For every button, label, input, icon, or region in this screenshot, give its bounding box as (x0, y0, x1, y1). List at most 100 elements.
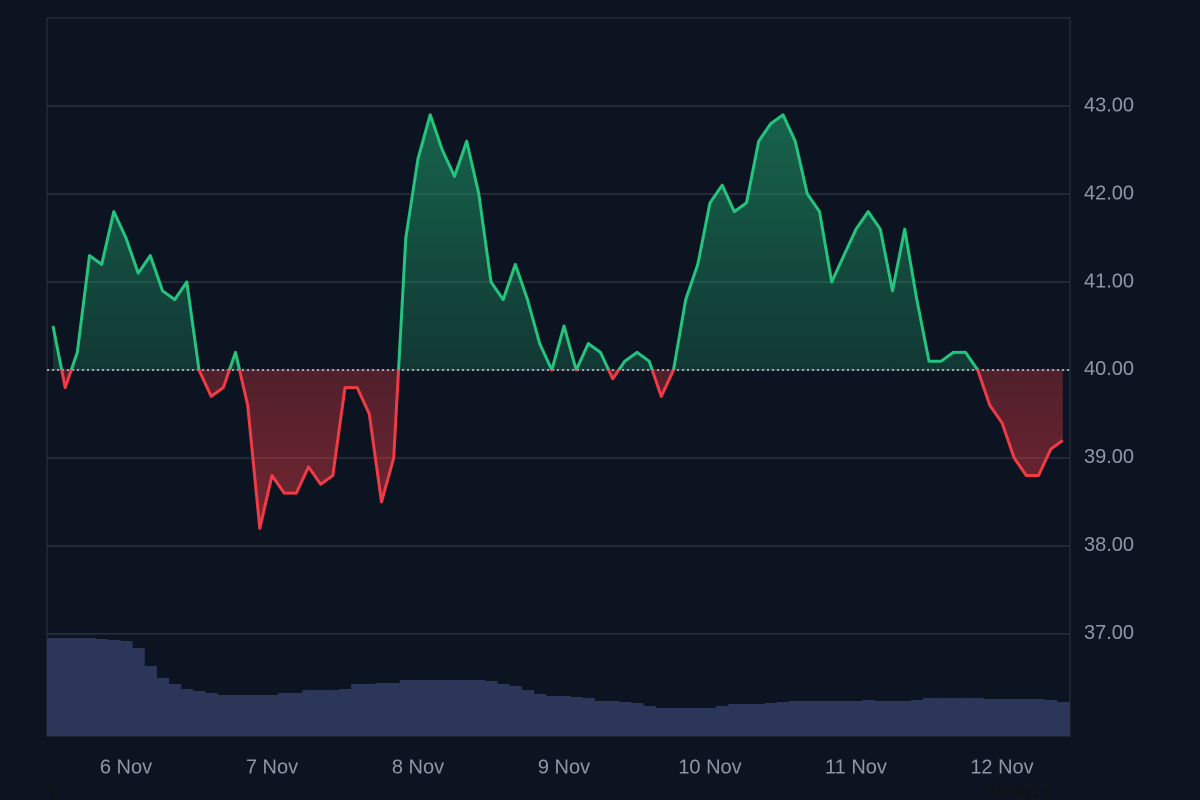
volume-bar (764, 703, 778, 736)
footer-left: 7 (48, 781, 59, 800)
volume-bar (387, 683, 401, 736)
volume-bar (618, 702, 632, 736)
volume-bar (351, 684, 364, 736)
volume-bar (582, 698, 595, 736)
volume-bar (290, 693, 303, 736)
volume-bar (922, 698, 936, 736)
volume-bar (180, 689, 194, 736)
volume-bar (509, 686, 522, 736)
volume-bar (862, 700, 875, 736)
volume-bar (144, 666, 157, 736)
volume-bar (849, 701, 863, 736)
volume-bar (229, 695, 243, 736)
volume-bar (691, 708, 705, 736)
x-tick-label: 7 Nov (246, 756, 298, 778)
volume-bar (132, 648, 145, 736)
volume-bar (643, 706, 656, 736)
volume-bar (1020, 699, 1033, 736)
volume-bar (716, 706, 729, 736)
area-up (53, 114, 978, 370)
volume-bar (606, 701, 620, 736)
volume-bar (545, 696, 559, 736)
plot-frame (46, 17, 1071, 737)
volume-bar (119, 641, 133, 736)
volume-bar (679, 708, 693, 736)
volume-bar (484, 681, 498, 736)
volume-bar (411, 680, 425, 736)
x-tick-label: 12 Nov (970, 756, 1033, 778)
volume-bar (776, 702, 790, 736)
volume-bar (740, 704, 754, 736)
volume-bar (59, 638, 72, 736)
volume-bar (825, 701, 839, 736)
y-tick-label: 40.00 (1084, 358, 1134, 380)
volume-bar (460, 680, 474, 736)
volume-bar (399, 680, 413, 736)
volume-bar (1056, 702, 1070, 736)
volume-bar (314, 690, 328, 736)
volume-bar (886, 701, 900, 736)
volume-bar (935, 698, 948, 736)
volume-bar (983, 699, 997, 736)
volume-bar (253, 695, 267, 736)
volume-bar (83, 638, 97, 736)
y-tick-label: 42.00 (1084, 182, 1134, 204)
volume-bar (995, 699, 1009, 736)
volume-bar (728, 704, 741, 736)
volume-bar (205, 693, 218, 736)
volume-bar (1008, 699, 1021, 736)
volume-bar (265, 695, 279, 736)
volume-bar (874, 701, 887, 736)
volume-bar (570, 697, 583, 736)
volume-bar (375, 683, 389, 736)
volume-bar (1044, 700, 1058, 736)
volume-bar (448, 680, 462, 736)
y-tick-label: 41.00 (1084, 270, 1134, 292)
x-tick-label: 9 Nov (538, 756, 590, 778)
volume-bar (46, 638, 60, 736)
volume-bar (837, 701, 851, 736)
volume-bar (241, 695, 255, 736)
volume-bar (971, 698, 985, 736)
y-tick-label: 38.00 (1084, 534, 1134, 556)
volume-bar (424, 680, 437, 736)
volume-bar (533, 694, 547, 736)
volume-bar (703, 708, 717, 736)
volume-bar (436, 680, 449, 736)
volume-bar (752, 704, 766, 736)
line-up (51, 113, 980, 370)
volume-bar (95, 639, 109, 736)
volume-bar (326, 690, 340, 736)
volume-bar (168, 684, 182, 736)
y-tick-label: 39.00 (1084, 446, 1134, 468)
volume-bar (630, 703, 644, 736)
volume-bar (363, 684, 376, 736)
volume-bar (278, 693, 291, 736)
volume-bar (192, 691, 206, 736)
volume-bar (107, 640, 121, 736)
volume-bar (472, 680, 486, 736)
volume-bar (655, 708, 668, 736)
x-tick-label: 6 Nov (100, 756, 152, 778)
volume-bar (497, 684, 510, 736)
volume-bar (813, 701, 827, 736)
y-tick-label: 43.00 (1084, 94, 1134, 116)
x-tick-label: 11 Nov (825, 756, 887, 778)
footer-right: Analyze (985, 781, 1053, 800)
volume-bar (947, 698, 960, 736)
y-tick-label: 37.00 (1084, 622, 1134, 644)
volume-bar (557, 696, 571, 736)
volume-bar (959, 698, 973, 736)
volume-bar (156, 678, 170, 736)
area-down (53, 369, 1063, 529)
x-tick-label: 8 Nov (392, 756, 444, 778)
volume-bar (801, 701, 814, 736)
line-down (60, 369, 1064, 530)
volume-bar (71, 638, 84, 736)
volume-bar (594, 701, 608, 736)
x-tick-label: 10 Nov (678, 756, 741, 778)
volume-bar (789, 701, 802, 736)
volume-bar (898, 701, 912, 736)
volume-bar (521, 690, 535, 736)
